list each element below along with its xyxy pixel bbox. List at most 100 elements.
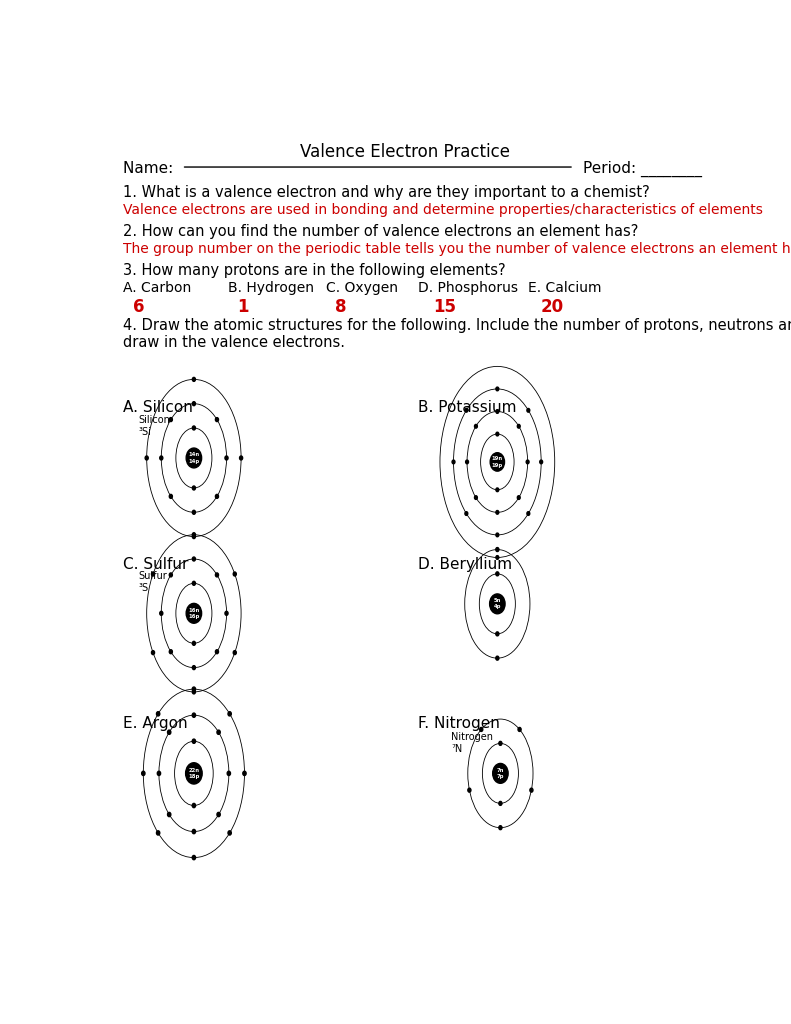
Circle shape	[145, 456, 148, 460]
Circle shape	[493, 764, 508, 783]
Circle shape	[192, 532, 195, 537]
Circle shape	[160, 456, 163, 460]
Text: 3. How many protons are in the following elements?: 3. How many protons are in the following…	[123, 263, 506, 279]
Circle shape	[169, 495, 172, 499]
Circle shape	[169, 573, 172, 577]
Circle shape	[452, 460, 455, 464]
Circle shape	[215, 495, 218, 499]
Text: 16n
16p: 16n 16p	[188, 607, 199, 618]
Circle shape	[479, 727, 483, 731]
Text: C. Oxygen: C. Oxygen	[326, 281, 398, 295]
Text: A. Silicon: A. Silicon	[123, 400, 193, 416]
Text: 5n
4p: 5n 4p	[494, 598, 501, 609]
Circle shape	[192, 426, 195, 430]
Circle shape	[160, 611, 163, 615]
Circle shape	[496, 387, 499, 391]
Circle shape	[225, 456, 228, 460]
Circle shape	[539, 460, 543, 464]
Circle shape	[186, 603, 202, 624]
Text: E. Argon: E. Argon	[123, 716, 188, 731]
Circle shape	[496, 556, 499, 559]
Circle shape	[192, 855, 195, 860]
Text: 20: 20	[540, 298, 563, 316]
Text: 7n
7p: 7n 7p	[497, 768, 504, 779]
Circle shape	[192, 829, 195, 834]
Text: ³Si: ³Si	[138, 427, 152, 437]
Circle shape	[228, 830, 231, 835]
Circle shape	[240, 456, 243, 460]
Circle shape	[490, 453, 505, 471]
Circle shape	[215, 649, 218, 653]
Circle shape	[518, 727, 521, 731]
Circle shape	[192, 557, 195, 561]
Text: Name:: Name:	[123, 161, 179, 176]
Circle shape	[192, 535, 195, 539]
Circle shape	[496, 632, 499, 636]
Text: 4. Draw the atomic structures for the following. Include the number of protons, : 4. Draw the atomic structures for the fo…	[123, 318, 791, 334]
Circle shape	[192, 804, 195, 808]
Circle shape	[530, 788, 533, 793]
Circle shape	[227, 771, 230, 775]
Circle shape	[215, 418, 218, 422]
Circle shape	[192, 687, 195, 691]
Circle shape	[526, 460, 529, 464]
Circle shape	[192, 666, 195, 670]
Text: 14n
14p: 14n 14p	[188, 453, 199, 464]
Text: Valence Electron Practice: Valence Electron Practice	[301, 142, 510, 161]
Circle shape	[527, 512, 530, 515]
Text: 19n
19p: 19n 19p	[492, 457, 503, 468]
Text: Silicon: Silicon	[138, 415, 171, 425]
Circle shape	[490, 594, 505, 613]
Circle shape	[527, 409, 530, 413]
Text: Sulfur: Sulfur	[138, 570, 168, 581]
Circle shape	[151, 650, 154, 654]
Text: draw in the valence electrons.: draw in the valence electrons.	[123, 335, 346, 350]
Circle shape	[496, 534, 499, 537]
Text: 15: 15	[433, 298, 456, 316]
Circle shape	[168, 730, 171, 734]
Circle shape	[157, 712, 160, 716]
Circle shape	[233, 650, 237, 654]
Text: ⁷N: ⁷N	[452, 744, 463, 755]
Circle shape	[192, 690, 195, 694]
Circle shape	[233, 572, 237, 577]
Text: A. Carbon: A. Carbon	[123, 281, 191, 295]
Text: The group number on the periodic table tells you the number of valence electrons: The group number on the periodic table t…	[123, 242, 791, 256]
Text: F. Nitrogen: F. Nitrogen	[418, 716, 500, 731]
Circle shape	[192, 713, 195, 718]
Circle shape	[157, 771, 161, 775]
Text: Period: ________: Period: ________	[583, 161, 702, 177]
Circle shape	[186, 763, 202, 784]
Text: 1: 1	[237, 298, 248, 316]
Circle shape	[496, 488, 499, 492]
Circle shape	[465, 409, 467, 413]
Circle shape	[517, 496, 520, 500]
Text: 22n
18p: 22n 18p	[188, 768, 199, 779]
Text: C. Sulfur: C. Sulfur	[123, 557, 189, 571]
Text: Valence electrons are used in bonding and determine properties/characteristics o: Valence electrons are used in bonding an…	[123, 204, 763, 217]
Circle shape	[499, 802, 502, 805]
Text: B. Potassium: B. Potassium	[418, 400, 517, 416]
Circle shape	[192, 401, 195, 406]
Text: Nitrogen: Nitrogen	[452, 731, 494, 741]
Text: E. Calcium: E. Calcium	[528, 281, 601, 295]
Circle shape	[465, 512, 467, 515]
Circle shape	[217, 812, 220, 817]
Text: B. Hydrogen: B. Hydrogen	[228, 281, 313, 295]
Circle shape	[151, 572, 154, 577]
Circle shape	[228, 712, 231, 716]
Circle shape	[168, 812, 171, 817]
Circle shape	[475, 424, 477, 428]
Circle shape	[192, 378, 195, 381]
Circle shape	[467, 788, 471, 793]
Circle shape	[243, 771, 246, 775]
Circle shape	[475, 496, 477, 500]
Circle shape	[496, 571, 499, 575]
Circle shape	[496, 656, 499, 660]
Text: 6: 6	[133, 298, 144, 316]
Circle shape	[496, 511, 499, 514]
Circle shape	[466, 460, 468, 464]
Circle shape	[192, 641, 195, 645]
Circle shape	[169, 418, 172, 422]
Text: ³S: ³S	[138, 584, 149, 593]
